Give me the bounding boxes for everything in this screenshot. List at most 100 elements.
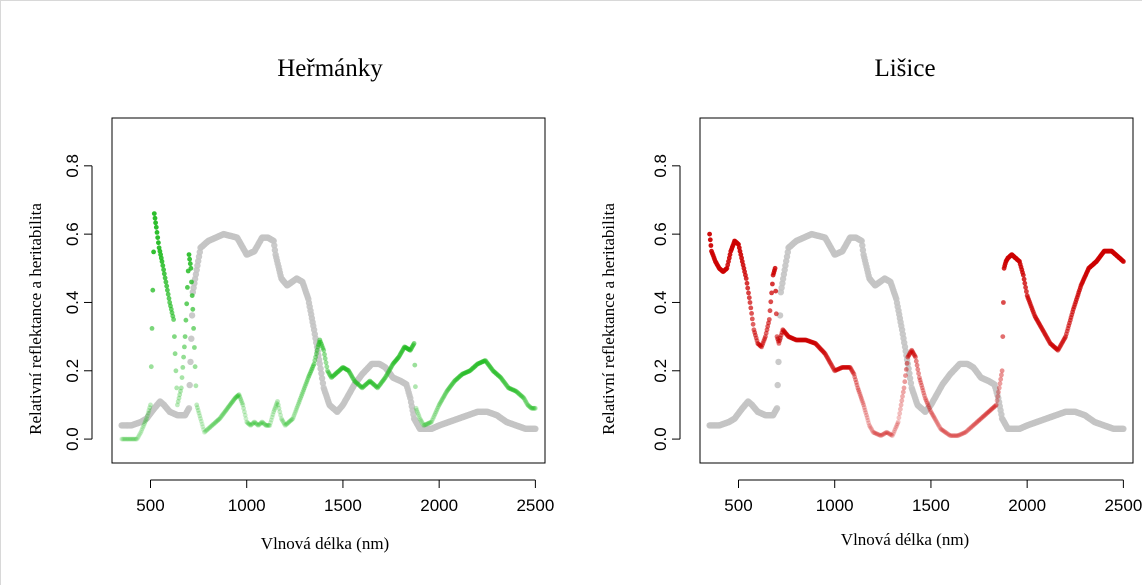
heritability-point [352, 379, 358, 385]
heritability-point [248, 422, 254, 428]
heritability-point [234, 394, 240, 400]
heritability-point [336, 368, 342, 374]
heritability-point [201, 427, 207, 432]
heritability-point [342, 365, 347, 371]
heritability-point [963, 429, 969, 434]
heritability-point [864, 412, 869, 418]
heritability-point [499, 376, 504, 381]
heritability-point [478, 360, 484, 365]
heritability-point [385, 371, 390, 376]
heritability-point [841, 365, 847, 370]
heritability-point [490, 368, 496, 374]
heritability-point [325, 369, 331, 375]
heritability-point [500, 378, 506, 384]
heritability-point [980, 414, 985, 420]
reflectance-point [188, 312, 196, 319]
heritability-point [525, 402, 531, 408]
heritability-point [372, 383, 378, 389]
heritability-point [930, 412, 935, 417]
heritability-point [454, 376, 460, 382]
heritability-point [922, 393, 927, 398]
heritability-point [186, 252, 192, 257]
heritability-point [477, 360, 483, 366]
heritability-point [286, 419, 292, 425]
heritability-point [859, 398, 865, 404]
heritability-point [301, 387, 307, 393]
heritability-point [307, 371, 313, 377]
heritability-point [326, 371, 332, 376]
heritability-point [427, 420, 433, 426]
heritability-point [237, 394, 243, 400]
heritability-point [440, 395, 446, 401]
heritability-point [772, 265, 778, 271]
heritability-point [449, 381, 455, 387]
reflectance-point [187, 358, 194, 366]
heritability-point [392, 359, 397, 365]
heritability-point [885, 430, 890, 436]
heritability-point [139, 428, 145, 433]
heritability-point [874, 431, 880, 437]
heritability-point [846, 365, 851, 370]
heritability-point [446, 385, 452, 391]
heritability-point [924, 400, 930, 406]
heritability-point [996, 385, 1002, 391]
heritability-point [413, 405, 419, 411]
heritability-point [993, 403, 998, 408]
heritability-point [924, 399, 929, 404]
heritability-point [297, 397, 303, 403]
heritability-point [822, 351, 828, 357]
heritability-point [926, 404, 932, 409]
heritability-point [833, 368, 838, 373]
heritability-point [208, 424, 213, 430]
heritability-point [462, 370, 467, 376]
heritability-point [527, 404, 533, 410]
heritability-point [294, 405, 300, 411]
heritability-point [965, 427, 971, 433]
panel-hermanky: Heřmánky Relativní reflektance a heritab… [26, 55, 554, 553]
reflectance-point [904, 360, 911, 368]
heritability-point [185, 285, 190, 290]
heritability-point [223, 408, 229, 413]
x-tick-label: 2000 [1008, 496, 1046, 515]
heritability-point [349, 374, 355, 380]
heritability-point [939, 427, 945, 433]
heritability-point [416, 412, 421, 417]
heritability-point [901, 385, 907, 391]
heritability-point [292, 410, 298, 415]
heritability-point [178, 388, 183, 394]
heritability-point [339, 366, 344, 372]
heritability-point [305, 377, 310, 383]
heritability-point [359, 384, 364, 390]
heritability-point [282, 423, 288, 428]
heritability-point [386, 369, 391, 375]
heritability-point [250, 421, 256, 426]
heritability-point [944, 430, 949, 436]
heritability-point [425, 421, 430, 427]
heritability-point [249, 421, 255, 427]
heritability-point [504, 383, 510, 389]
heritability-point [131, 436, 136, 442]
heritability-point [225, 404, 231, 410]
heritability-point [278, 412, 283, 418]
heritability-point [513, 388, 518, 394]
heritability-point [292, 412, 297, 417]
heritability-point [750, 321, 756, 327]
heritability-point [339, 365, 345, 371]
heritability-point [940, 428, 946, 433]
heritability-point [530, 405, 536, 411]
heritability-point [849, 367, 854, 373]
heritability-point [369, 380, 375, 386]
heritability-point [356, 382, 362, 388]
heritability-point [370, 381, 376, 387]
heritability-point [177, 392, 183, 398]
heritability-point [216, 416, 222, 422]
heritability-point [122, 436, 127, 442]
heritability-point [212, 420, 218, 426]
heritability-point [902, 379, 908, 385]
heritability-point [922, 395, 928, 401]
heritability-point [411, 341, 417, 346]
heritability-point [956, 432, 961, 438]
heritability-point [517, 392, 523, 398]
heritability-point [213, 419, 219, 425]
heritability-point [173, 368, 179, 374]
